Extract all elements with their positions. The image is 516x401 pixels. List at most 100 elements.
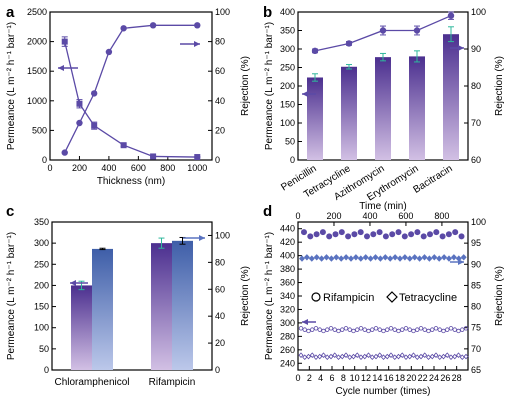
panel-d-rifampicin-permeance-point xyxy=(366,328,371,334)
panel-d-ytick-right-label: 85 xyxy=(471,280,481,290)
panel-d-tetracycline-permeance-point xyxy=(362,353,368,360)
panel-d-rifampicin-permeance-point xyxy=(437,327,442,332)
panel-b-ytick-right-label: 100 xyxy=(471,7,486,17)
panel-b-ylabel-right: Rejection (%) xyxy=(494,56,505,116)
panel-d-xlabel-top: Time (min) xyxy=(359,201,406,212)
panel-c-rejection-bar xyxy=(92,248,113,370)
panel-a-ytick-label: 2500 xyxy=(27,7,47,17)
panel-d-tetracycline-permeance-point xyxy=(313,354,319,361)
panel-c-ylabel-right: Rejection (%) xyxy=(240,266,251,326)
panel-a-xtick-label: 1000 xyxy=(187,163,207,173)
panel-b-ytick-right-label: 60 xyxy=(471,155,481,165)
panel-b-rejection-point xyxy=(413,27,421,34)
panel-a-xlabel: Thickness (nm) xyxy=(97,176,165,187)
panel-d-ytick-right-label: 75 xyxy=(471,323,481,333)
panel-d-ytick-label: 360 xyxy=(280,278,295,288)
panel-d-rifampicin-permeance-point xyxy=(310,327,315,332)
panel-c-ytick-label: 0 xyxy=(44,365,49,375)
panel-d-tetracycline-permeance-point xyxy=(369,354,375,361)
panel-d-tetracycline-rejection-point xyxy=(431,254,438,261)
panel-b-rejection-point xyxy=(345,40,353,47)
panel-b-ytick-label: 50 xyxy=(285,137,295,147)
panel-d-xtick-top-label: 800 xyxy=(434,211,449,221)
panel-d-ytick-label: 340 xyxy=(280,291,295,301)
panel-d-xlabel: Cycle number (times) xyxy=(335,386,430,397)
panel-d-ytick-label: 260 xyxy=(280,345,295,355)
panel-c-chart: 0 50 100 150 200 250 300 350 0 20 40 60 80 100 Permean… xyxy=(6,217,251,388)
panel-d-tetracycline-permeance-point xyxy=(455,352,462,358)
panel-d-tetracycline-permeance-point xyxy=(302,354,308,361)
panel-d-rifampicin-rejection-point xyxy=(307,233,314,240)
panel-d-ytick-label: 240 xyxy=(280,358,295,368)
panel-a-ytick-label: 1000 xyxy=(27,96,47,106)
panel-d-rifampicin-rejection-point xyxy=(357,229,364,236)
panel-d-rifampicin-rejection-point xyxy=(458,233,465,240)
panel-c-ytick-label: 350 xyxy=(34,217,49,227)
panel-d-tetracycline-rejection-point xyxy=(406,255,413,262)
panel-b-ytick-label: 150 xyxy=(280,100,295,110)
panel-d-tetracycline-permeance-point xyxy=(399,352,405,358)
panel-d-rifampicin-permeance-point xyxy=(317,327,322,332)
panel-a-ytick-right-label: 100 xyxy=(215,7,230,17)
panel-d-tetracycline-rejection-point xyxy=(392,254,399,261)
panel-d-ytick-label: 440 xyxy=(280,224,295,234)
panel-b-bar xyxy=(375,57,391,160)
panel-d-xtick-label: 26 xyxy=(440,373,450,383)
panel-d-rifampicin-rejection-point xyxy=(414,229,421,236)
panel-d-ytick-right-label: 95 xyxy=(471,238,481,248)
panel-d-legend-rifampicin-label: Rifampicin xyxy=(323,292,374,304)
panel-a-xtick-label: 600 xyxy=(131,163,146,173)
panel-d-arrow-permeance-head xyxy=(302,319,308,325)
panel-d-tetracycline-permeance-point xyxy=(463,353,469,360)
panel-d-ytick-right-label: 70 xyxy=(471,344,481,354)
panel-d-tetracycline-rejection-point xyxy=(362,254,369,261)
panel-a-rejection-point xyxy=(105,48,113,56)
panel-a-rejection-point xyxy=(149,22,157,29)
panel-a-rejection-point xyxy=(61,149,68,156)
panel-d-rifampicin-rejection-point xyxy=(332,231,339,238)
panel-a-rejection-line xyxy=(64,24,198,153)
panel-a-xtick-label: 800 xyxy=(160,163,175,173)
panel-d-rifampicin-permeance-point xyxy=(298,326,304,331)
panel-d-rifampicin-permeance-point xyxy=(302,327,307,332)
panel-d-tetracycline-rejection-point xyxy=(450,254,457,261)
panel-d-xtick-label: 10 xyxy=(350,373,360,383)
panel-d-rifampicin-permeance-point xyxy=(388,326,394,331)
panel-d-ytick-label: 380 xyxy=(280,264,295,274)
panel-d-xtick-label: 18 xyxy=(395,373,405,383)
panel-a-arrow-right-head xyxy=(194,41,200,47)
panel-d-rifampicin-rejection-point xyxy=(408,231,415,238)
panel-d-tetracycline-permeance-point xyxy=(410,352,417,358)
panel-d-ytick-right-label: 90 xyxy=(471,259,481,269)
panel-b-ytick-right-label: 90 xyxy=(471,44,481,54)
panel-a-ylabel: Permeance (L m⁻² h⁻¹ bar⁻¹) xyxy=(6,22,17,150)
panel-b-ytick-label: 250 xyxy=(280,63,295,73)
panel-d-tetracycline-rejection-point xyxy=(313,254,320,261)
panel-d-xtick-label: 0 xyxy=(295,373,300,383)
panel-d-rifampicin-permeance-point xyxy=(415,327,420,332)
panel-d-tetracycline-rejection-point xyxy=(460,254,467,261)
panel-d-xtick-top-label: 400 xyxy=(362,211,377,221)
panel-a-permeance-point xyxy=(194,154,201,161)
panel-d-tetracycline-permeance-point xyxy=(448,354,454,361)
panel-d-tetracycline-permeance-point xyxy=(452,353,458,360)
panel-d-xtick-label: 14 xyxy=(372,373,382,383)
panel-d-rifampicin-permeance-point xyxy=(343,326,349,331)
panel-d-tetracycline-rejection-point xyxy=(387,255,394,262)
panel-d-rifampicin-rejection-point xyxy=(313,231,320,238)
panel-c-ytick-right-label: 80 xyxy=(215,257,225,267)
panel-d-tetracycline-permeance-point xyxy=(403,354,409,361)
panel-d-rifampicin-permeance-point xyxy=(377,327,382,332)
panel-d-tetracycline-permeance-point xyxy=(418,353,424,360)
panel-d-tetracycline-permeance-point xyxy=(388,352,394,358)
panel-d-tetracycline-rejection-point xyxy=(318,255,325,262)
panel-label-a: a xyxy=(6,4,15,21)
panel-d-tetracycline-rejection-point xyxy=(426,255,433,262)
panel-d-rifampicin-rejection-point xyxy=(401,233,408,240)
panel-a-chart: 0 200 400 600 800 1000 0 500 1000 1500 2000 2500 0 20… xyxy=(6,7,251,187)
panel-d-tetracycline-permeance-point xyxy=(414,354,420,361)
panel-d-tetracycline-permeance-point xyxy=(444,352,450,358)
panel-d-chart: 0 2 4 6 8 10 12 14 16 18 20 22 24 26 280 200 400 600 80024… xyxy=(264,201,505,397)
panel-d-tetracycline-permeance-point xyxy=(343,352,349,358)
